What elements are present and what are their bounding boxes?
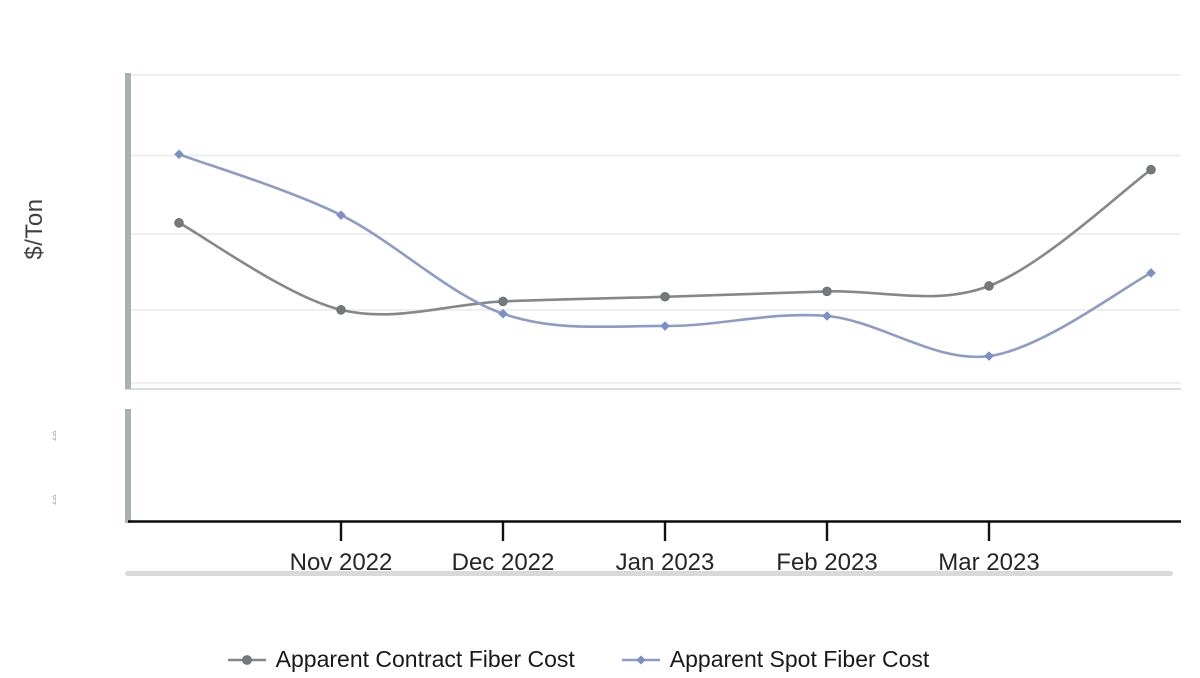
data-point-contract[interactable] <box>984 281 994 291</box>
legend-label: Apparent Contract Fiber Cost <box>275 646 575 672</box>
data-point-contract[interactable] <box>822 286 832 297</box>
x-tick-label: Dec 2022 <box>451 550 555 571</box>
x-tick-label: Feb 2023 <box>776 550 878 571</box>
data-point-spot[interactable] <box>1146 268 1156 278</box>
data-point-contract[interactable] <box>174 218 184 228</box>
x-tick-label: Nov 2022 <box>289 550 393 571</box>
data-point-spot[interactable] <box>822 311 832 321</box>
data-point-spot[interactable] <box>336 210 346 220</box>
data-point-spot[interactable] <box>174 149 184 160</box>
data-point-contract[interactable] <box>498 296 508 307</box>
legend-item-contract[interactable]: Apparent Contract Fiber Cost <box>227 646 575 673</box>
data-point-spot[interactable] <box>660 321 670 331</box>
lower-y-axis-bar <box>125 409 131 523</box>
x-tick-label: Mar 2023 <box>938 550 1040 571</box>
diamond-marker-glyph <box>621 654 660 665</box>
data-point-contract[interactable] <box>336 305 346 315</box>
line-circle-marker-icon <box>227 652 267 668</box>
data-point-contract[interactable] <box>660 291 670 302</box>
x-tick-labels: Nov 2022 Dec 2022 Jan 2023 Feb 2023 Mar 2023 <box>0 550 1200 571</box>
legend: Apparent Contract Fiber Cost Apparent Sp… <box>0 646 1178 673</box>
circle-marker-glyph <box>227 654 266 665</box>
data-point-spot[interactable] <box>498 308 508 319</box>
horizontal-scrollbar-track[interactable] <box>125 571 1173 576</box>
data-point-spot[interactable] <box>984 351 994 361</box>
legend-label: Apparent Spot Fiber Cost <box>669 646 930 672</box>
clipped-text-fragment: $ <box>52 492 56 506</box>
clipped-text-fragment: $ <box>52 428 56 442</box>
upper-y-axis-bar <box>125 73 131 389</box>
data-point-contract[interactable] <box>1146 164 1156 175</box>
line-diamond-marker-icon <box>621 652 661 668</box>
x-tick-label: Jan 2023 <box>615 550 715 571</box>
legend-item-spot[interactable]: Apparent Spot Fiber Cost <box>621 646 930 673</box>
